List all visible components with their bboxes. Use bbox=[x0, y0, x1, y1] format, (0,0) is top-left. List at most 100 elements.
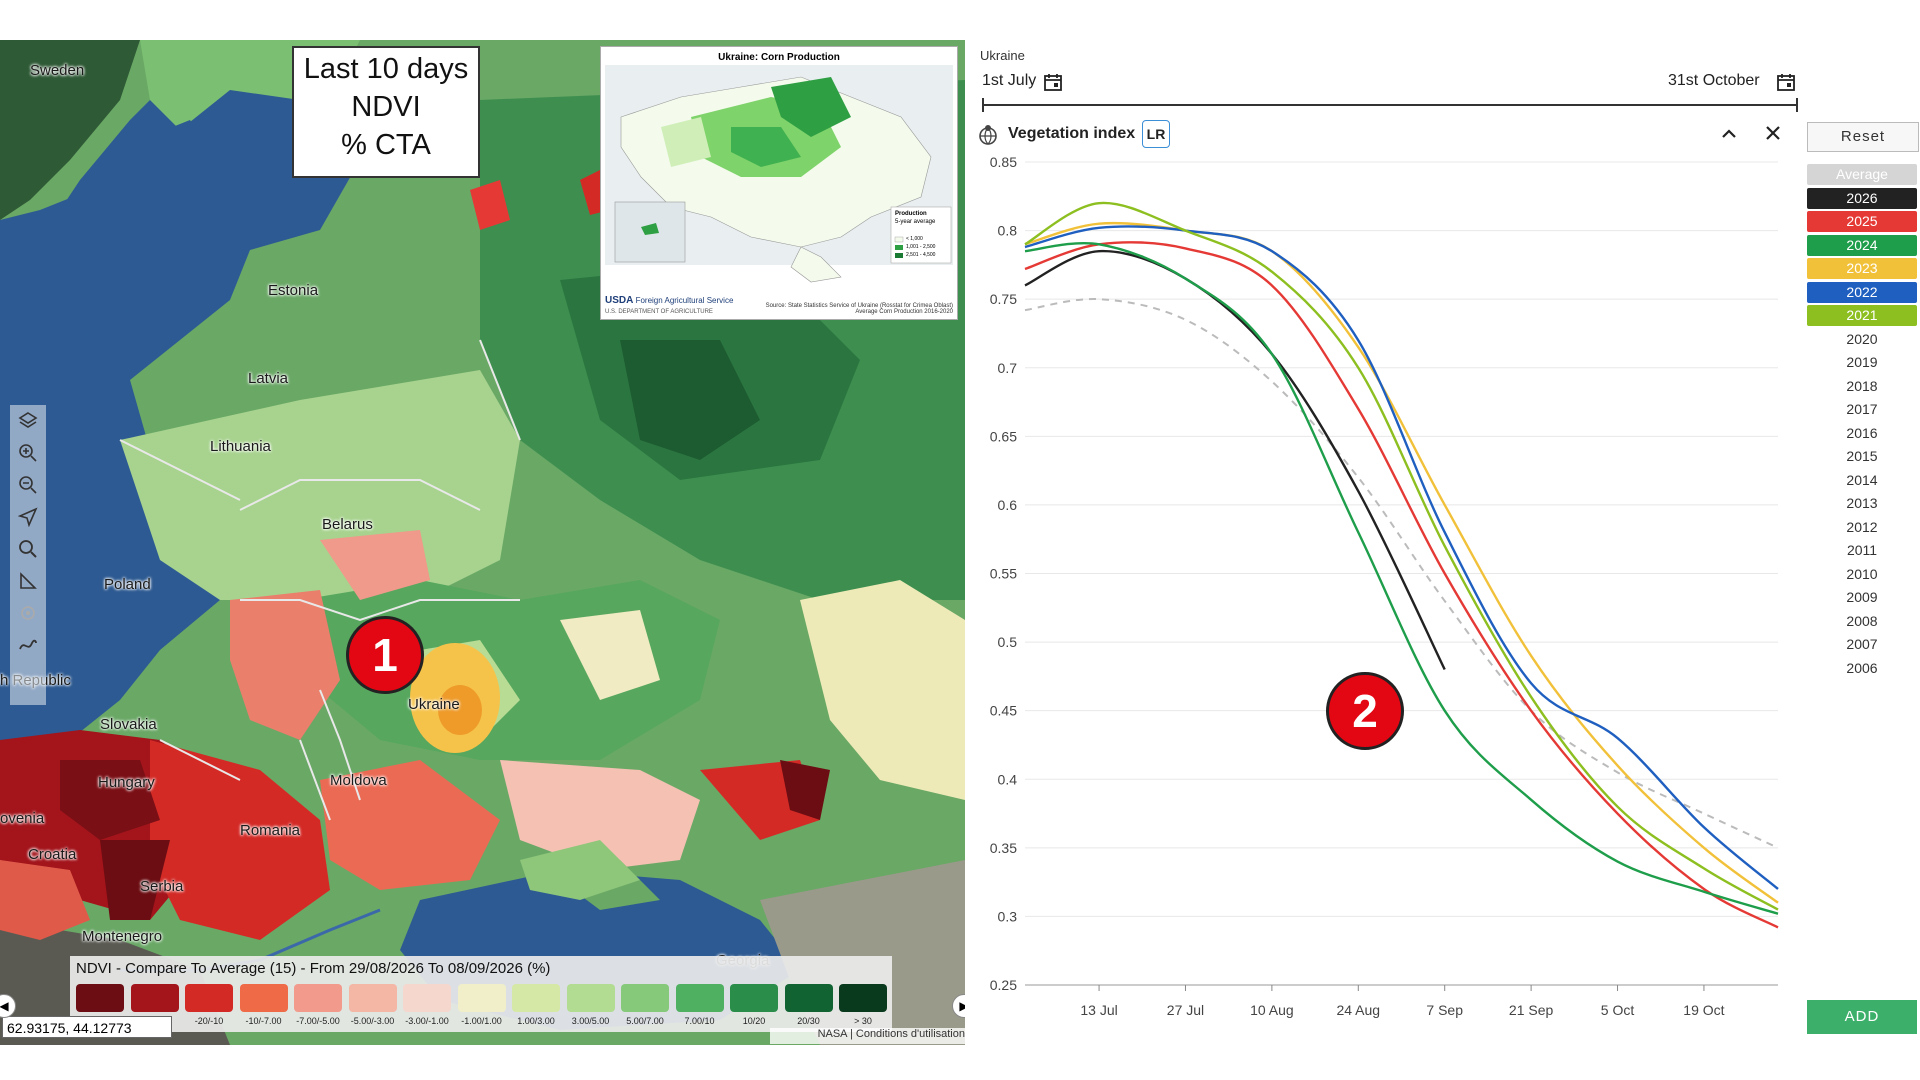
year-option-2012[interactable]: 2012 bbox=[1846, 518, 1878, 535]
start-date[interactable]: 1st July bbox=[982, 72, 1037, 89]
navigate-icon[interactable] bbox=[18, 507, 38, 527]
search-icon[interactable] bbox=[18, 539, 38, 559]
x-tick-label: 19 Oct bbox=[1683, 1002, 1724, 1018]
label-ukraine: Ukraine bbox=[408, 696, 460, 713]
y-tick-label: 0.75 bbox=[990, 291, 1017, 307]
chevron-up-icon[interactable] bbox=[1720, 126, 1738, 142]
year-option-2015[interactable]: 2015 bbox=[1846, 448, 1878, 464]
label-slovenia: ovenia bbox=[0, 810, 45, 827]
y-tick-label: 0.85 bbox=[990, 154, 1017, 170]
label-sweden: Sweden bbox=[30, 62, 85, 79]
calendar-icon[interactable] bbox=[1776, 72, 1796, 92]
layers-icon[interactable] bbox=[18, 411, 38, 431]
label-croatia: Croatia bbox=[28, 846, 77, 863]
legend-swatch-label: 3.00/5.00 bbox=[571, 1016, 610, 1026]
corn-production-inset: Ukraine: Corn Production Production 5-ye… bbox=[600, 46, 958, 320]
year-option-2007[interactable]: 2007 bbox=[1846, 636, 1878, 652]
y-tick-label: 0.65 bbox=[990, 428, 1017, 444]
series-line-2025 bbox=[1024, 241, 1779, 929]
usda-logo: USDA Foreign Agricultural Service U.S. DE… bbox=[605, 295, 734, 315]
close-icon[interactable] bbox=[1764, 124, 1782, 142]
inset-title: Ukraine: Corn Production bbox=[718, 52, 840, 63]
calendar-icon[interactable] bbox=[1043, 72, 1063, 92]
year-option-2010[interactable]: 2010 bbox=[1846, 565, 1878, 582]
label-moldova: Moldova bbox=[330, 772, 387, 789]
year-option-2022[interactable]: 2022 bbox=[1807, 281, 1917, 303]
y-tick-label: 0.25 bbox=[990, 977, 1017, 993]
reset-button[interactable]: Reset bbox=[1807, 122, 1919, 152]
legend-swatch[interactable] bbox=[403, 984, 451, 1012]
label-montenegro: Montenegro bbox=[82, 928, 163, 945]
legend-swatch-label: 20/30 bbox=[797, 1016, 820, 1026]
legend-swatch[interactable] bbox=[457, 984, 506, 1012]
legend-swatch[interactable] bbox=[294, 984, 342, 1012]
ndvi-map[interactable]: Sweden Estonia Latvia Lithuania Belarus … bbox=[0, 40, 965, 1045]
year-option-2014[interactable]: 2014 bbox=[1846, 471, 1878, 488]
year-option-2020[interactable]: 2020 bbox=[1846, 330, 1878, 347]
draw-icon[interactable] bbox=[18, 635, 38, 655]
legend-swatch[interactable] bbox=[675, 984, 724, 1012]
series-line-average bbox=[1024, 298, 1779, 849]
globe-pin-icon bbox=[979, 125, 997, 145]
label-slovakia: Slovakia bbox=[100, 716, 157, 733]
y-tick-label: 0.45 bbox=[990, 703, 1017, 719]
end-date[interactable]: 31st October bbox=[1668, 72, 1760, 89]
legend-swatch[interactable] bbox=[839, 984, 887, 1012]
year-option-2024[interactable]: 2024 bbox=[1807, 234, 1917, 256]
year-option-2023[interactable]: 2023 bbox=[1807, 258, 1917, 279]
year-option-average[interactable]: Average bbox=[1807, 164, 1917, 185]
zoom-out-icon[interactable] bbox=[18, 475, 38, 495]
y-tick-label: 0.7 bbox=[998, 360, 1018, 376]
series-line-2022 bbox=[1024, 225, 1779, 890]
legend-title: NDVI - Compare To Average (15) - From 29… bbox=[76, 960, 551, 977]
year-option-2021[interactable]: 2021 bbox=[1807, 305, 1917, 326]
legend-swatch[interactable] bbox=[512, 984, 560, 1012]
legend-swatch[interactable] bbox=[239, 984, 288, 1012]
mode-badge[interactable]: LR bbox=[1142, 120, 1170, 148]
legend-swatch[interactable] bbox=[185, 984, 233, 1012]
measure-icon[interactable] bbox=[18, 571, 38, 591]
add-button[interactable]: ADD bbox=[1807, 1000, 1917, 1034]
y-tick-label: 0.55 bbox=[990, 566, 1017, 582]
label-hungary: Hungary bbox=[98, 774, 155, 791]
y-tick-label: 0.3 bbox=[998, 908, 1018, 924]
label-serbia: Serbia bbox=[140, 878, 184, 895]
year-option-2006[interactable]: 2006 bbox=[1846, 659, 1878, 676]
year-option-2013[interactable]: 2013 bbox=[1846, 495, 1878, 511]
year-option-2026[interactable]: 2026 bbox=[1807, 187, 1917, 209]
y-tick-label: 0.6 bbox=[998, 497, 1018, 513]
date-range-slider[interactable] bbox=[982, 98, 1798, 112]
series-line-2024 bbox=[1024, 241, 1779, 915]
x-tick-label: 5 Oct bbox=[1601, 1002, 1635, 1018]
year-option-2018[interactable]: 2018 bbox=[1846, 377, 1878, 394]
series-line-2023 bbox=[1024, 221, 1779, 904]
year-option-2008[interactable]: 2008 bbox=[1846, 612, 1878, 629]
inset-legend-item: < 1,000 bbox=[906, 236, 923, 242]
inset-source-text: Source: State Statistics Service of Ukra… bbox=[765, 303, 953, 309]
coordinate-readout: 62.93175, 44.12773 bbox=[2, 1016, 172, 1038]
legend-swatch[interactable] bbox=[348, 984, 397, 1012]
year-option-2009[interactable]: 2009 bbox=[1846, 589, 1878, 605]
year-option-2017[interactable]: 2017 bbox=[1846, 401, 1878, 417]
series-line-2021 bbox=[1024, 201, 1779, 911]
locate-icon[interactable] bbox=[18, 603, 38, 623]
legend-swatch[interactable] bbox=[76, 984, 124, 1012]
series-line-2026 bbox=[1024, 249, 1446, 671]
legend-swatch[interactable] bbox=[784, 984, 833, 1012]
map-attribution[interactable]: NASA | Conditions d'utilisation bbox=[770, 1028, 965, 1044]
label-estonia: Estonia bbox=[268, 282, 319, 299]
inset-source: Source: State Statistics Service of Ukra… bbox=[766, 303, 953, 315]
legend-swatch[interactable] bbox=[130, 984, 179, 1012]
legend-swatch[interactable] bbox=[730, 984, 778, 1012]
legend-swatch[interactable] bbox=[621, 984, 669, 1012]
legend-swatch[interactable] bbox=[566, 984, 615, 1012]
inset-map-image bbox=[605, 65, 953, 283]
inset-source-text-2: Average Corn Production 2016-2020 bbox=[855, 309, 953, 315]
zoom-in-icon[interactable] bbox=[18, 443, 38, 463]
year-option-2011[interactable]: 2011 bbox=[1846, 542, 1878, 558]
year-option-2019[interactable]: 2019 bbox=[1846, 354, 1878, 370]
year-option-2025[interactable]: 2025 bbox=[1807, 211, 1917, 232]
label-poland: Poland bbox=[104, 576, 151, 593]
year-option-2016[interactable]: 2016 bbox=[1846, 424, 1878, 441]
legend-swatch-label: > 30 bbox=[854, 1016, 872, 1026]
